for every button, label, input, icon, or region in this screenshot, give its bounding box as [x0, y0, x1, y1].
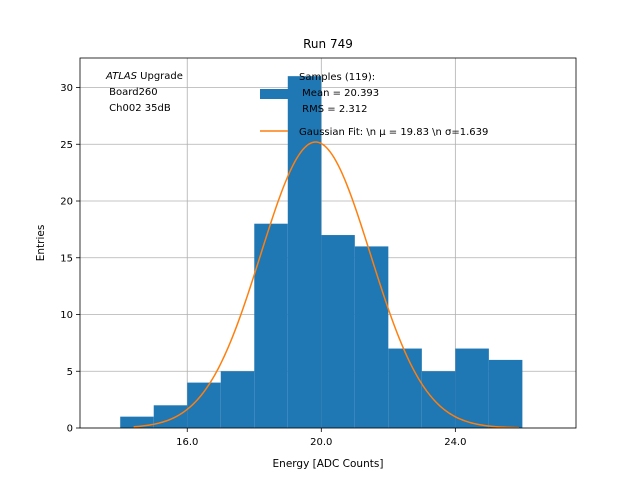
y-tick-label-3: 15 [60, 253, 73, 264]
atlas-annotation: ATLAS Upgrade Board260 Ch002 35dB [105, 71, 183, 114]
histogram-bar-9 [421, 371, 456, 428]
chart-title: Run 749 [303, 37, 353, 51]
y-tick-label-2: 10 [60, 310, 73, 321]
annotation-line-1: ATLAS Upgrade [105, 71, 183, 82]
histogram-bar-6 [321, 235, 355, 428]
histogram-bar-10 [455, 348, 489, 428]
y-tick-label-4: 20 [60, 197, 73, 208]
x-tick-label-0: 16.0 [176, 437, 198, 448]
annotation-rest: Upgrade [137, 71, 183, 82]
legend: Samples (119): Mean = 20.393 RMS = 2.312… [260, 72, 488, 138]
legend-hist-line-2: Mean = 20.393 [299, 88, 379, 99]
y-tick-label-6: 30 [60, 83, 73, 94]
x-axis-label: Energy [ADC Counts] [273, 458, 384, 470]
histogram-bar-7 [354, 246, 389, 428]
y-tick-label-0: 0 [67, 424, 73, 435]
histogram-bar-8 [388, 348, 422, 428]
y-axis-label: Entries [35, 225, 47, 262]
annotation-line-3: Ch002 35dB [106, 103, 171, 114]
legend-fit-label: Gaussian Fit: \n μ = 19.83 \n σ=1.639 [299, 127, 488, 138]
x-tick-label-2: 24.0 [444, 437, 466, 448]
plot-frame [79, 57, 577, 429]
x-tick-label-1: 20.0 [310, 437, 332, 448]
y-tick-label-5: 25 [60, 140, 73, 151]
histogram-bar-0 [120, 416, 154, 428]
histogram-bar-5 [287, 76, 322, 428]
legend-hist-line-3: RMS = 2.312 [299, 104, 367, 115]
histogram-bars [120, 76, 523, 428]
x-axis-ticks: 16.0 20.0 24.0 [176, 428, 466, 448]
histogram-bar-3 [220, 371, 255, 428]
legend-hist-swatch [260, 89, 288, 99]
annotation-italic: ATLAS [105, 71, 138, 82]
histogram-bar-11 [488, 359, 523, 428]
y-axis-ticks: 0 5 10 15 20 25 30 [60, 83, 80, 435]
histogram-bar-1 [153, 405, 188, 428]
legend-hist-line-1: Samples (119): [299, 72, 375, 83]
annotation-line-2: Board260 [106, 87, 158, 98]
y-tick-label-1: 5 [67, 367, 73, 378]
gaussian-fit-curve [133, 141, 520, 429]
histogram-bar-4 [254, 223, 288, 428]
